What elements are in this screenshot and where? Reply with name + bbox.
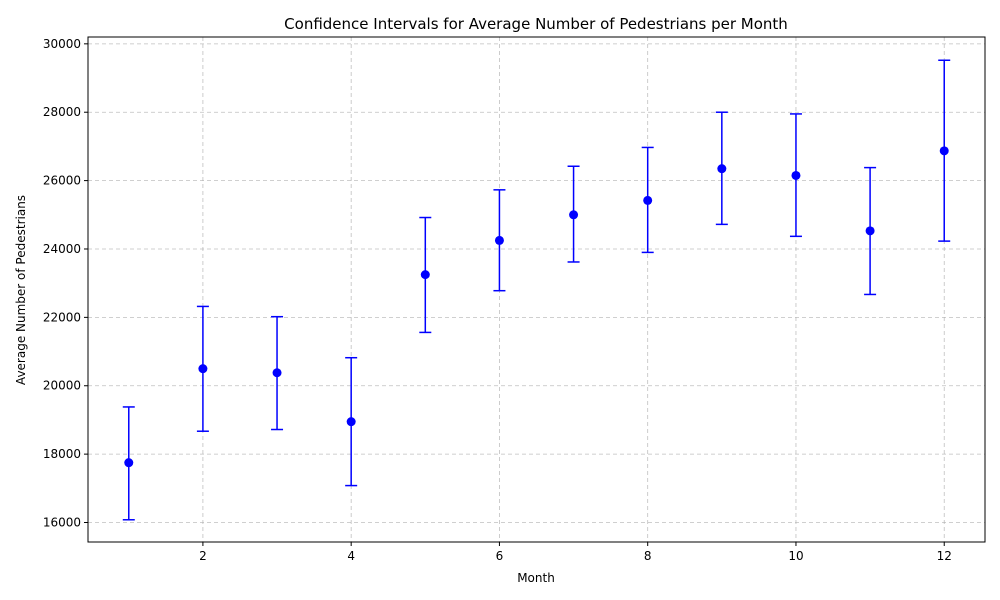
data-point xyxy=(198,364,208,374)
y-tick-label: 26000 xyxy=(43,174,81,188)
data-point xyxy=(643,195,653,205)
y-axis-title: Average Number of Pedestrians xyxy=(14,195,28,385)
y-tick-label: 16000 xyxy=(43,516,81,530)
data-point xyxy=(791,170,801,180)
x-tick-label: 10 xyxy=(788,549,803,563)
y-tick-label: 20000 xyxy=(43,379,81,393)
data-point xyxy=(272,368,282,378)
plot-area-frame xyxy=(87,36,986,543)
y-tick-label: 22000 xyxy=(43,310,81,324)
y-tick-label: 30000 xyxy=(43,37,81,51)
x-tick-label: 6 xyxy=(496,549,504,563)
x-tick-label: 2 xyxy=(199,549,207,563)
y-tick-label: 28000 xyxy=(43,105,81,119)
x-axis-ticks: 2 4 6 8 10 12 xyxy=(199,542,952,563)
y-tick-label: 24000 xyxy=(43,242,81,256)
x-tick-label: 8 xyxy=(644,549,652,563)
x-tick-label: 4 xyxy=(347,549,355,563)
data-point xyxy=(420,270,430,280)
data-point xyxy=(346,417,356,427)
x-axis-title: Month xyxy=(517,571,555,585)
y-tick-label: 18000 xyxy=(43,447,81,461)
data-point xyxy=(569,210,579,220)
chart-title: Confidence Intervals for Average Number … xyxy=(284,15,788,33)
y-axis-ticks: 16000 18000 20000 22000 24000 26000 28000 30000 xyxy=(43,37,88,530)
data-point xyxy=(494,235,504,245)
data-point xyxy=(939,146,949,156)
data-point xyxy=(717,164,727,174)
data-point xyxy=(865,226,875,236)
data-points xyxy=(124,146,949,468)
x-tick-label: 12 xyxy=(937,549,952,563)
data-point xyxy=(124,458,134,468)
